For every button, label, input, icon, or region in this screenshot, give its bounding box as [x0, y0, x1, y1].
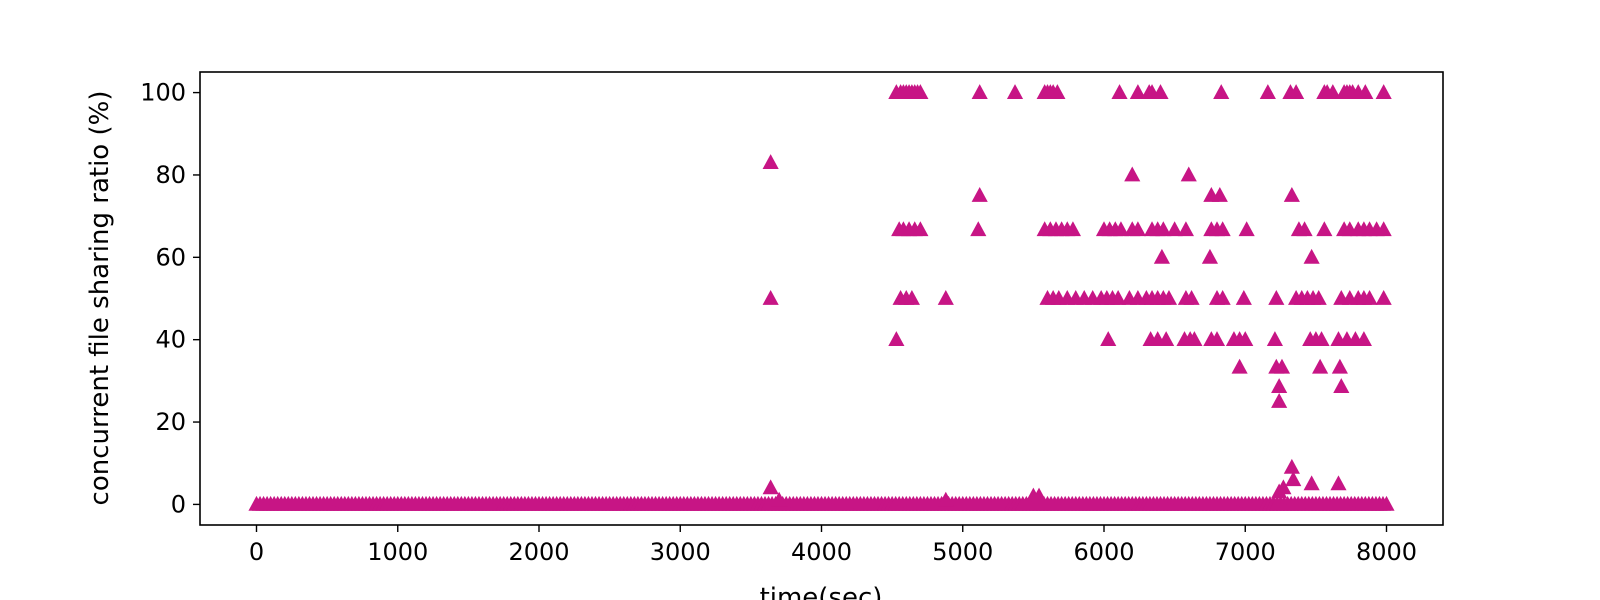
data-point	[1310, 290, 1327, 305]
baseline-point	[1378, 495, 1395, 511]
data-point	[1271, 392, 1288, 408]
data-point	[1283, 458, 1300, 474]
data-point	[1283, 187, 1300, 202]
data-point	[1268, 290, 1285, 305]
y-tick-label: 80	[155, 161, 186, 189]
data-point	[1208, 331, 1226, 347]
data-point	[1177, 221, 1194, 237]
data-point	[1100, 331, 1117, 347]
y-tick-label: 60	[155, 243, 186, 271]
data-point	[1201, 248, 1219, 264]
data-point	[1064, 221, 1081, 237]
x-tick-label: 3000	[650, 538, 711, 566]
data-point	[1111, 84, 1128, 99]
data-point	[1333, 378, 1350, 394]
data-point	[1006, 84, 1024, 99]
x-tick-label: 7000	[1215, 538, 1276, 566]
y-tick-label: 100	[140, 79, 186, 107]
data-point	[1330, 475, 1347, 491]
data-point	[1183, 290, 1200, 305]
data-point	[771, 491, 788, 507]
data-point	[888, 331, 905, 347]
y-tick-label: 40	[155, 326, 186, 354]
data-point	[1153, 248, 1170, 264]
data-point	[1158, 331, 1175, 347]
data-point	[971, 187, 988, 202]
data-point	[1312, 358, 1329, 374]
data-point	[912, 84, 929, 99]
data-point	[762, 154, 779, 169]
data-point	[1049, 84, 1066, 99]
data-point	[1231, 358, 1248, 374]
data-point	[1214, 290, 1231, 305]
data-point	[1303, 248, 1320, 264]
data-point	[970, 221, 987, 237]
x-tick-label: 5000	[932, 538, 993, 566]
data-point	[1275, 479, 1292, 495]
data-point	[1331, 358, 1348, 374]
x-axis-label: time(sec)	[760, 583, 883, 600]
data-point	[1361, 290, 1378, 305]
data-point	[1030, 487, 1048, 503]
data-point	[1237, 331, 1254, 347]
data-point	[1259, 84, 1276, 99]
data-point	[1129, 221, 1146, 237]
data-point	[1313, 331, 1330, 347]
data-point	[1273, 358, 1291, 374]
y-axis-ticks: 0 20 40 60 80 100	[140, 79, 200, 518]
data-point	[1235, 290, 1252, 305]
data-point	[903, 290, 920, 305]
data-point	[1271, 378, 1288, 394]
data-point	[1285, 471, 1302, 487]
y-tick-label: 0	[171, 490, 186, 518]
data-point	[1288, 84, 1305, 99]
data-point	[1166, 221, 1183, 237]
data-point	[912, 221, 929, 237]
data-point	[1155, 221, 1172, 237]
x-axis-ticks: 0 1000 2000 3000 4000 5000 6000 7000 8000	[249, 525, 1417, 566]
data-point	[1375, 290, 1392, 305]
data-point	[1152, 84, 1169, 99]
data-point	[937, 290, 954, 305]
data-point	[1211, 187, 1228, 202]
data-point	[1186, 331, 1203, 347]
x-tick-label: 8000	[1356, 538, 1417, 566]
data-point	[1303, 475, 1320, 491]
data-point	[971, 84, 988, 99]
data-point	[1180, 166, 1197, 182]
data-point	[937, 491, 954, 507]
data-point	[1375, 221, 1392, 237]
data-point	[1324, 84, 1341, 99]
data-point	[1214, 221, 1231, 237]
y-axis-label: concurrent file sharing ratio (%)	[85, 91, 115, 506]
data-point	[1160, 290, 1178, 305]
data-point	[1355, 331, 1372, 347]
data-point	[1112, 221, 1130, 237]
data-point	[1375, 84, 1392, 99]
data-point	[1316, 221, 1333, 237]
x-tick-label: 2000	[508, 538, 569, 566]
x-tick-label: 0	[249, 538, 264, 566]
x-tick-label: 1000	[367, 538, 428, 566]
data-point	[1238, 221, 1255, 237]
data-point	[1266, 331, 1283, 347]
data-point	[762, 290, 779, 305]
data-point	[1124, 166, 1141, 182]
x-tick-label: 4000	[791, 538, 852, 566]
data-markers	[248, 84, 1395, 511]
data-point	[1129, 84, 1146, 99]
data-point	[1213, 84, 1230, 99]
data-point	[1110, 290, 1127, 305]
y-tick-label: 20	[155, 408, 186, 436]
data-point	[762, 479, 779, 495]
x-tick-label: 6000	[1073, 538, 1134, 566]
data-point	[1357, 84, 1374, 99]
data-point	[1296, 221, 1313, 237]
